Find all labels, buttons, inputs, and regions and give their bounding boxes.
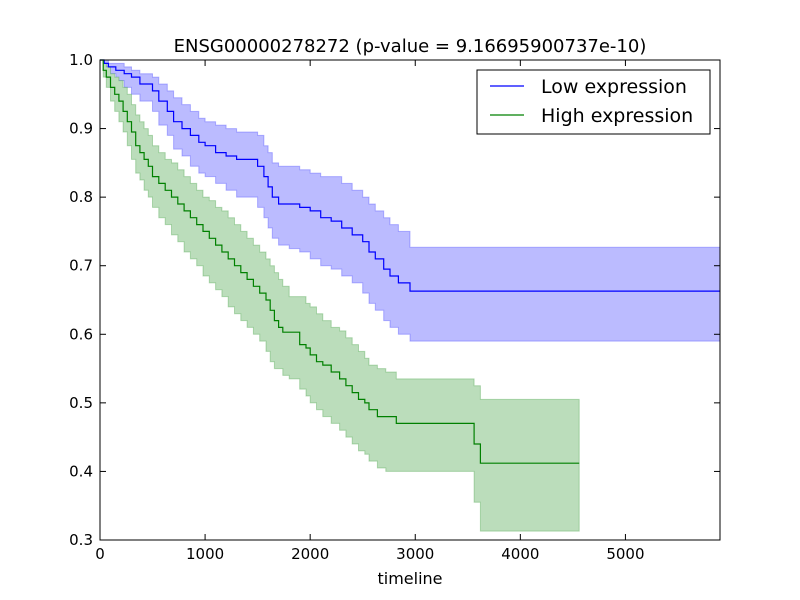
legend: Low expression High expression xyxy=(476,69,711,135)
survival-line-high xyxy=(100,59,580,464)
x-tick-label: 2000 xyxy=(291,545,329,563)
x-tick-label: 0 xyxy=(95,545,105,563)
y-tick-label: 0.4 xyxy=(69,462,93,480)
legend-label-high: High expression xyxy=(541,105,693,127)
x-tick-label: 4000 xyxy=(501,545,539,563)
y-tick-label: 0.7 xyxy=(69,257,93,275)
y-tick-label: 0.5 xyxy=(69,394,93,412)
y-tick-label: 0.3 xyxy=(69,531,93,549)
plot-frame xyxy=(99,59,721,541)
y-tick-label: 1.0 xyxy=(69,51,93,69)
survival-line-low xyxy=(100,59,720,292)
y-tick-label: 0.9 xyxy=(69,120,93,138)
x-tick-label: 5000 xyxy=(606,545,644,563)
x-tick-label: 1000 xyxy=(186,545,224,563)
survival-lines xyxy=(100,59,720,464)
confidence-band-high xyxy=(100,59,580,532)
x-axis-label: timeline xyxy=(377,569,442,588)
confidence-bands xyxy=(100,59,721,532)
legend-label-low: Low expression xyxy=(541,76,687,98)
legend-box xyxy=(476,69,711,135)
y-tick-label: 0.6 xyxy=(69,325,93,343)
y-tick-label: 0.8 xyxy=(69,188,93,206)
x-tick-label: 3000 xyxy=(396,545,434,563)
axis-ticks: 0 1000 2000 3000 4000 5000 0.3 0.4 0.5 0.6 0.7 0.8 0… xyxy=(69,51,720,563)
confidence-band-low xyxy=(100,59,721,342)
chart-title: ENSG00000278272 (p-value = 9.16695900737… xyxy=(174,36,647,57)
